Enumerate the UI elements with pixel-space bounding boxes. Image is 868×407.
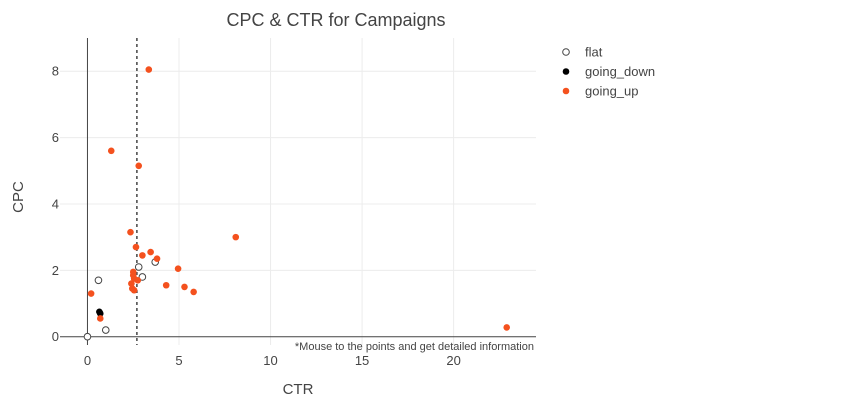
chart-title: CPC & CTR for Campaigns [226, 10, 445, 30]
y-tick-label: 6 [52, 130, 59, 145]
data-point-flat[interactable] [134, 263, 143, 271]
grid-lines [60, 38, 536, 345]
data-point-flat[interactable] [101, 326, 110, 334]
data-point-going-up[interactable] [135, 162, 143, 170]
data-point-going-up[interactable] [145, 66, 153, 73]
y-tick-label: 4 [52, 196, 59, 211]
data-point-going-up[interactable] [162, 281, 170, 289]
data-point-going-up[interactable] [232, 233, 240, 241]
data-point-going-up[interactable] [139, 252, 146, 259]
data-point-flat[interactable] [94, 276, 103, 285]
hover-hint-annotation: *Mouse to the points and get detailed in… [295, 341, 534, 353]
legend-label-going-up[interactable]: going_up [585, 84, 639, 99]
data-point-flat[interactable] [138, 273, 147, 281]
data-point-going-up[interactable] [96, 315, 104, 322]
data-point-going-up[interactable] [130, 286, 138, 294]
axes [60, 38, 536, 345]
data-point-flat[interactable] [83, 332, 92, 341]
x-axis-title: CTR [283, 381, 314, 398]
x-tick-label: 10 [263, 353, 277, 368]
data-point-going-up[interactable] [147, 248, 154, 256]
x-tick-label: 15 [355, 353, 369, 368]
legend-marker-going-up[interactable] [562, 87, 570, 95]
data-points [83, 66, 511, 341]
data-point-going-down[interactable] [96, 310, 104, 317]
y-tick-label: 0 [52, 329, 59, 344]
data-point-going-up[interactable] [503, 324, 511, 331]
x-tick-label: 0 [84, 353, 91, 368]
data-point-going-up[interactable] [132, 243, 140, 251]
y-axis-title: CPC [10, 181, 27, 213]
data-point-going-up[interactable] [190, 288, 197, 296]
legend-label-going-down[interactable]: going_down [585, 64, 655, 79]
data-point-going-up[interactable] [128, 280, 135, 287]
x-tick-label: 20 [446, 353, 460, 368]
legend: flat going_down going_up [562, 45, 655, 99]
data-point-going-up[interactable] [134, 276, 142, 284]
data-point-going-up[interactable] [127, 228, 134, 236]
x-tick-label: 5 [175, 353, 182, 368]
tick-labels: 0 5 10 15 20 0 2 4 6 8 [52, 64, 461, 368]
data-point-going-up[interactable] [153, 255, 161, 263]
data-point-going-up[interactable] [87, 290, 95, 297]
data-point-going-up[interactable] [174, 265, 182, 272]
legend-marker-going-down[interactable] [562, 68, 570, 75]
legend-label-flat[interactable]: flat [585, 45, 603, 60]
legend-marker-flat[interactable] [562, 48, 570, 56]
data-point-going-up[interactable] [181, 283, 188, 291]
y-tick-label: 2 [52, 263, 59, 278]
y-tick-label: 8 [52, 64, 59, 79]
data-point-going-up[interactable] [107, 147, 115, 155]
